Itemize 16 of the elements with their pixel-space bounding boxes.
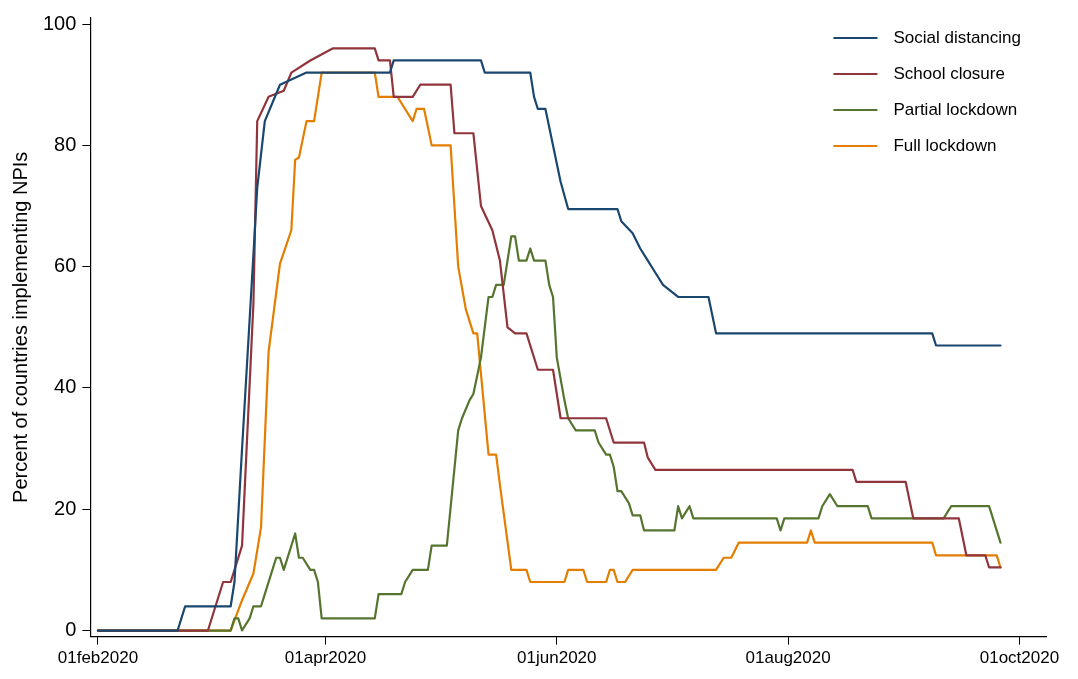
legend-label: Social distancing bbox=[893, 27, 1021, 47]
y-tick-label: 40 bbox=[54, 375, 77, 398]
y-tick-label: 60 bbox=[54, 254, 77, 277]
x-tick-label: 01jun2020 bbox=[517, 648, 597, 668]
y-tick-label: 100 bbox=[42, 11, 77, 34]
y-tick-label: 20 bbox=[54, 496, 77, 519]
x-tick-label: 01aug2020 bbox=[745, 648, 831, 668]
y-tick-label: 80 bbox=[54, 132, 77, 155]
legend-label: School closure bbox=[893, 63, 1005, 83]
legend-label: Partial lockdown bbox=[893, 99, 1018, 119]
x-tick-label: 01apr2020 bbox=[284, 648, 367, 668]
legend-label: Full lockdown bbox=[893, 135, 997, 155]
x-tick-label: 01feb2020 bbox=[57, 648, 139, 668]
y-tick-label: 0 bbox=[65, 618, 77, 641]
y-axis-title: Percent of countries implementing NPIs bbox=[8, 151, 31, 503]
x-tick-label: 01oct2020 bbox=[979, 648, 1060, 668]
